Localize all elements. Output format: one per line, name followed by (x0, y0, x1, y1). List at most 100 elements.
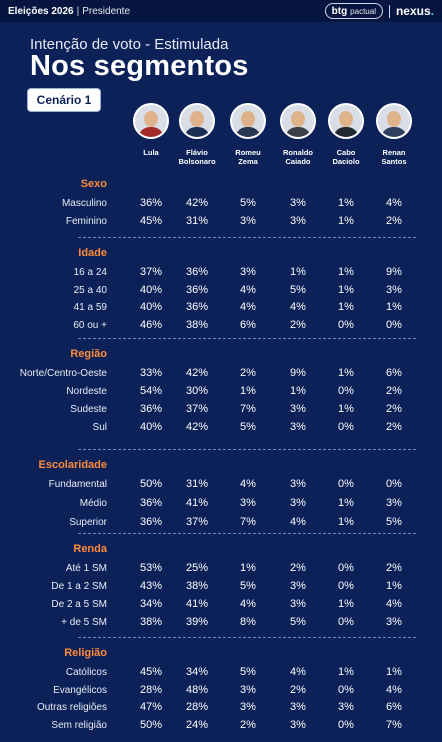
value-cell: 39% (185, 616, 209, 628)
table-row: Até 1 SM 53% 25% 1% 2% 0% 2% (0, 561, 442, 578)
avatar-body (285, 127, 311, 137)
table-row: De 1 a 2 SM 43% 38% 5% 3% 0% 1% (0, 579, 442, 596)
value-cell: 28% (185, 701, 209, 713)
value-cell: 5% (386, 516, 402, 528)
row-label: Católicos (65, 667, 107, 678)
candidate-name: Cabo Daciolo (316, 148, 376, 166)
avatar-face (190, 111, 204, 127)
value-cell: 4% (240, 283, 256, 296)
value-cell: 4% (240, 598, 256, 610)
row-label: Sul (92, 422, 107, 433)
candidate-name: Flávio Bolsonaro (167, 148, 227, 166)
section-divider (78, 449, 416, 450)
avatar-body (333, 127, 359, 137)
avatar-body (138, 127, 164, 137)
value-cell: 7% (240, 403, 256, 415)
value-cell: 42% (185, 421, 209, 433)
table-row: 25 a 40 40% 36% 4% 5% 1% 3% (0, 283, 442, 300)
value-cell: 50% (139, 718, 163, 731)
value-cell: 4% (290, 516, 306, 528)
candidate-name-line1: Cabo (336, 148, 356, 157)
value-cell: 25% (185, 562, 209, 574)
value-cell: 1% (338, 283, 354, 296)
table-row: Sem religião 50% 24% 2% 3% 0% 7% (0, 718, 442, 735)
value-cell: 0% (338, 562, 354, 574)
pactual-logo-text: pactual (350, 6, 376, 16)
value-cell: 5% (240, 580, 256, 592)
value-cell: 24% (185, 718, 209, 731)
value-cell: 45% (139, 666, 163, 678)
value-cell: 4% (240, 301, 256, 313)
value-cell: 2% (290, 683, 306, 696)
header-separator: | (76, 5, 80, 17)
table-row: Superior 36% 37% 7% 4% 1% 5% (0, 515, 442, 532)
btg-logo-text: btg (331, 5, 348, 17)
value-cell: 1% (240, 385, 256, 397)
value-cell: 1% (338, 516, 354, 528)
row-label: Superior (69, 517, 107, 528)
candidate-5: Cabo Daciolo (316, 103, 376, 166)
office-label: Presidente (82, 5, 131, 17)
row-label: Sudeste (70, 404, 107, 415)
row-label: Até 1 SM (65, 563, 107, 574)
value-cell: 45% (139, 214, 163, 227)
value-cell: 3% (290, 214, 306, 227)
candidate-name: Renan Santos (364, 148, 424, 166)
value-cell: 37% (185, 403, 209, 415)
table-row: 16 a 24 37% 36% 3% 1% 1% 9% (0, 265, 442, 282)
value-cell: 3% (338, 701, 354, 713)
value-cell: 36% (139, 403, 163, 415)
value-cell: 46% (139, 318, 163, 331)
value-cell: 9% (290, 367, 306, 379)
candidate-name-line2: Santos (381, 157, 407, 166)
section-title: Escolaridade (38, 459, 107, 471)
section-title: Renda (73, 543, 107, 555)
row-label: De 2 a 5 SM (51, 599, 107, 610)
value-cell: 1% (240, 562, 256, 574)
nexus-logo-text: nexus (395, 4, 431, 18)
value-cell: 40% (139, 283, 163, 296)
candidate-name-line2: Zema (238, 157, 258, 166)
value-cell: 47% (139, 701, 163, 713)
value-cell: 1% (290, 385, 306, 397)
brand-logos: btg pactual nexus. (324, 2, 434, 20)
avatar-body (381, 127, 407, 137)
value-cell: 3% (386, 616, 402, 628)
candidate-name-line2: Daciolo (332, 157, 360, 166)
value-cell: 7% (240, 516, 256, 528)
value-cell: 41% (185, 598, 209, 610)
value-cell: 4% (290, 666, 306, 678)
candidate-name-line1: Ronaldo (283, 148, 313, 157)
avatar-face (144, 111, 158, 127)
value-cell: 38% (139, 616, 163, 628)
value-cell: 50% (139, 478, 163, 490)
table-row: Nordeste 54% 30% 1% 1% 0% 2% (0, 384, 442, 401)
row-label: Nordeste (66, 386, 107, 397)
candidate-4: Ronaldo Caiado (268, 103, 328, 166)
value-cell: 40% (139, 421, 163, 433)
value-cell: 36% (139, 497, 163, 509)
value-cell: 36% (185, 283, 209, 296)
row-label: Masculino (61, 198, 107, 209)
candidate-name: Romeu Zema (218, 148, 278, 166)
avatar-face (291, 111, 305, 127)
value-cell: 41% (185, 497, 209, 509)
value-cell: 33% (139, 367, 163, 379)
section-divider (78, 533, 416, 534)
value-cell: 1% (338, 197, 354, 209)
table-row: Católicos 45% 34% 5% 4% 1% 1% (0, 665, 442, 682)
value-cell: 9% (386, 266, 402, 278)
candidate-1: Lula (121, 103, 181, 157)
value-cell: 6% (240, 318, 256, 331)
value-cell: 3% (290, 421, 306, 433)
page-subtitle: Intenção de voto - Estimulada (30, 36, 229, 53)
candidate-6: Renan Santos (364, 103, 424, 166)
section-title: Sexo (80, 178, 107, 190)
scenario-badge: Cenário 1 (27, 88, 101, 112)
table-row: Sul 40% 42% 5% 3% 0% 2% (0, 420, 442, 437)
avatar-face (339, 111, 353, 127)
candidate-name: Ronaldo Caiado (268, 148, 328, 166)
candidate-name-line2: Bolsonaro (178, 157, 216, 166)
row-label: + de 5 SM (61, 617, 107, 628)
avatar (179, 103, 215, 139)
